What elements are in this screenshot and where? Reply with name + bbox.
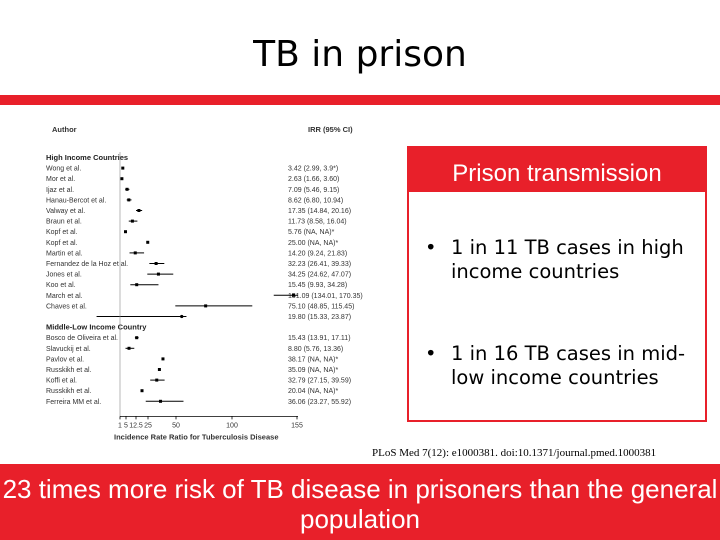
estimate-marker — [137, 209, 141, 212]
estimate-marker — [124, 230, 128, 234]
bullet-mid-low-income: • 1 in 16 TB cases in mid-low income cou… — [421, 342, 705, 390]
study-ci: 5.76 (NA, NA)* — [288, 229, 335, 236]
estimate-marker — [156, 272, 160, 276]
study-author: Kopf et al. — [46, 229, 78, 236]
study-author: Ijaz et al. — [46, 187, 74, 194]
x-axis-label: Incidence Rate Ratio for Tuberculosis Di… — [114, 432, 279, 441]
study-ci: 36.06 (23.27, 55.92) — [288, 399, 351, 406]
study-ci: 32.23 (26.41, 39.33) — [288, 261, 351, 268]
study-author: Koo et al. — [46, 282, 76, 289]
study-ci: 17.35 (14.84, 20.16) — [288, 208, 351, 215]
study-author: Wong et al. — [46, 166, 81, 173]
slide-title: TB in prison — [253, 34, 467, 75]
estimate-marker — [130, 219, 134, 223]
study-author: Braun et al. — [46, 219, 82, 226]
study-author: Slavuckij et al. — [46, 346, 91, 353]
estimate-marker — [146, 240, 150, 244]
x-tick-label: 25 — [144, 422, 152, 429]
bullet-text: 1 in 16 TB cases in mid-low income count… — [451, 342, 686, 389]
header-author: Author — [52, 125, 77, 134]
study-author: Mor et al. — [46, 176, 75, 183]
study-author: Fernandez de la Hoz et al. — [46, 261, 128, 268]
pooled-ci: 19.80 (15.33, 23.87) — [288, 314, 351, 321]
estimate-marker — [159, 399, 163, 403]
bullet-dot-icon: • — [425, 236, 437, 259]
estimate-marker — [121, 166, 125, 170]
x-tick-label: 5 — [124, 422, 128, 429]
bullet-text: 1 in 11 TB cases in high income countrie… — [451, 236, 684, 283]
study-ci: 151.09 (134.01, 170.35) — [288, 293, 363, 300]
study-ci: 25.00 (NA, NA)* — [288, 240, 338, 247]
citation: PLoS Med 7(12): e1000381. doi:10.1371/jo… — [372, 447, 657, 459]
header-ci: IRR (95% CI) — [308, 125, 353, 134]
study-author: March et al. — [46, 293, 83, 300]
estimate-marker — [155, 378, 159, 382]
study-ci: 8.62 (6.80, 10.94) — [288, 197, 343, 204]
estimate-marker — [125, 187, 129, 191]
study-ci: 7.09 (5.46, 9.15) — [288, 187, 339, 194]
study-author: Russkikh et al. — [46, 367, 92, 374]
study-author: Pavlov et al. — [46, 356, 84, 363]
title-divider-bar — [0, 95, 720, 105]
footer-banner: 23 times more risk of TB disease in pris… — [0, 464, 720, 540]
study-ci: 75.10 (48.85, 115.45) — [288, 303, 354, 310]
x-tick-label: 12.5 — [129, 422, 143, 429]
estimate-marker — [120, 177, 124, 181]
study-author: Ferreira MM et al. — [46, 399, 101, 406]
x-tick-label: 1 — [118, 422, 122, 429]
estimate-marker — [291, 293, 295, 297]
study-ci: 15.43 (13.91, 17.11) — [288, 335, 351, 342]
estimate-marker — [133, 251, 137, 255]
study-ci: 20.04 (NA, NA)* — [288, 388, 338, 395]
study-author: Valway et al. — [46, 208, 85, 215]
study-ci: 32.79 (27.15, 39.59) — [288, 378, 351, 385]
forest-plot-svg: Author IRR (95% CI) High Income Countries W… — [46, 125, 363, 441]
study-author: Russkikh et al. — [46, 388, 92, 395]
group-label: High Income Countries — [46, 153, 128, 162]
estimate-marker — [135, 336, 139, 340]
estimate-marker — [157, 368, 161, 371]
pooled-estimate-marker — [180, 314, 184, 319]
study-author: Hanau-Bercot et al. — [46, 197, 106, 204]
prison-transmission-callout: Prison transmission • 1 in 11 TB cases i… — [407, 146, 707, 422]
estimate-marker — [127, 198, 131, 202]
estimate-marker — [154, 262, 158, 265]
study-ci: 34.25 (24.62, 47.07) — [288, 272, 351, 279]
study-ci: 15.45 (9.93, 34.28) — [288, 282, 347, 289]
study-author: Jones et al. — [46, 272, 82, 279]
estimate-marker — [127, 346, 131, 350]
study-ci: 14.20 (9.24, 21.83) — [288, 250, 347, 257]
study-author: Koffi et al. — [46, 378, 77, 385]
x-tick-label: 100 — [226, 422, 238, 429]
bullet-high-income: • 1 in 11 TB cases in high income countr… — [421, 236, 705, 284]
callout-header: Prison transmission — [409, 148, 705, 192]
study-ci: 35.09 (NA, NA)* — [288, 367, 338, 374]
group-label: Middle-Low Income Country — [46, 323, 147, 332]
study-ci: 8.80 (5.76, 13.36) — [288, 346, 343, 353]
study-author: Martin et al. — [46, 250, 83, 257]
study-author: Bosco de Oliveira et al. — [46, 335, 118, 342]
bullet-dot-icon: • — [425, 342, 437, 365]
estimate-marker — [135, 283, 139, 287]
estimate-marker — [204, 304, 208, 308]
forest-plot: Author IRR (95% CI) High Income Countries W… — [40, 120, 370, 460]
estimate-marker — [161, 357, 165, 361]
study-ci: 38.17 (NA, NA)* — [288, 356, 338, 363]
study-ci: 3.42 (2.99, 3.9*) — [288, 166, 338, 173]
study-author: Kopf et al. — [46, 240, 78, 247]
study-ci: 11.73 (8.58, 16.04) — [288, 219, 347, 226]
estimate-marker — [140, 389, 144, 393]
x-tick-label: 155 — [291, 422, 303, 429]
study-ci: 2.63 (1.66, 3.60) — [288, 176, 339, 183]
x-tick-label: 50 — [172, 422, 180, 429]
study-author: Chaves et al. — [46, 303, 87, 310]
